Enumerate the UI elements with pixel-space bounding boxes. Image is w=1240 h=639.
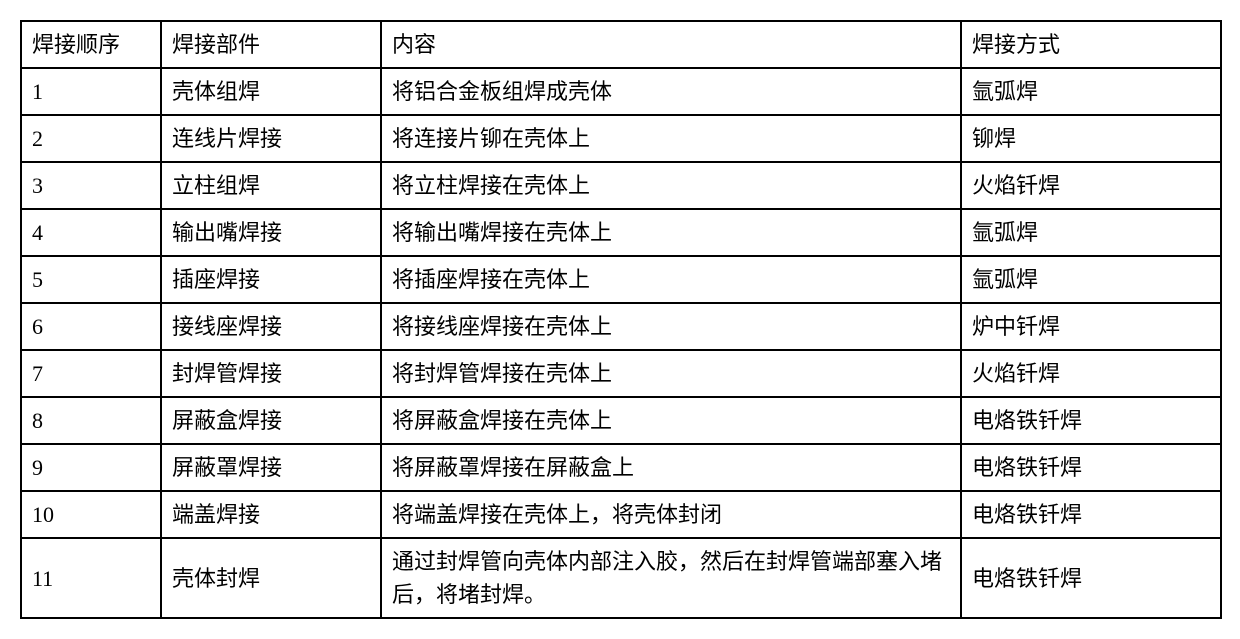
col-header-component: 焊接部件 <box>161 21 381 68</box>
cell-component: 插座焊接 <box>161 256 381 303</box>
cell-content: 将铝合金板组焊成壳体 <box>381 68 961 115</box>
col-header-content: 内容 <box>381 21 961 68</box>
cell-content: 将接线座焊接在壳体上 <box>381 303 961 350</box>
cell-content: 将立柱焊接在壳体上 <box>381 162 961 209</box>
cell-content: 通过封焊管向壳体内部注入胶，然后在封焊管端部塞入堵后，将堵封焊。 <box>381 538 961 618</box>
table-row: 4 输出嘴焊接 将输出嘴焊接在壳体上 氩弧焊 <box>21 209 1221 256</box>
table-row: 8 屏蔽盒焊接 将屏蔽盒焊接在壳体上 电烙铁钎焊 <box>21 397 1221 444</box>
cell-sequence: 7 <box>21 350 161 397</box>
cell-component: 接线座焊接 <box>161 303 381 350</box>
cell-method: 氩弧焊 <box>961 68 1221 115</box>
cell-method: 电烙铁钎焊 <box>961 397 1221 444</box>
cell-sequence: 3 <box>21 162 161 209</box>
cell-sequence: 11 <box>21 538 161 618</box>
cell-component: 壳体组焊 <box>161 68 381 115</box>
cell-component: 屏蔽罩焊接 <box>161 444 381 491</box>
table-row: 7 封焊管焊接 将封焊管焊接在壳体上 火焰钎焊 <box>21 350 1221 397</box>
col-header-sequence: 焊接顺序 <box>21 21 161 68</box>
cell-sequence: 1 <box>21 68 161 115</box>
welding-sequence-table: 焊接顺序 焊接部件 内容 焊接方式 1 壳体组焊 将铝合金板组焊成壳体 氩弧焊 … <box>20 20 1222 619</box>
cell-content: 将屏蔽罩焊接在屏蔽盒上 <box>381 444 961 491</box>
cell-component: 屏蔽盒焊接 <box>161 397 381 444</box>
cell-component: 立柱组焊 <box>161 162 381 209</box>
cell-method: 电烙铁钎焊 <box>961 538 1221 618</box>
table-row: 11 壳体封焊 通过封焊管向壳体内部注入胶，然后在封焊管端部塞入堵后，将堵封焊。… <box>21 538 1221 618</box>
cell-sequence: 9 <box>21 444 161 491</box>
cell-method: 氩弧焊 <box>961 256 1221 303</box>
cell-sequence: 10 <box>21 491 161 538</box>
cell-content: 将输出嘴焊接在壳体上 <box>381 209 961 256</box>
table-row: 5 插座焊接 将插座焊接在壳体上 氩弧焊 <box>21 256 1221 303</box>
table-row: 1 壳体组焊 将铝合金板组焊成壳体 氩弧焊 <box>21 68 1221 115</box>
cell-sequence: 8 <box>21 397 161 444</box>
cell-method: 火焰钎焊 <box>961 350 1221 397</box>
cell-component: 封焊管焊接 <box>161 350 381 397</box>
cell-content: 将连接片铆在壳体上 <box>381 115 961 162</box>
cell-component: 连线片焊接 <box>161 115 381 162</box>
cell-sequence: 4 <box>21 209 161 256</box>
cell-method: 氩弧焊 <box>961 209 1221 256</box>
cell-sequence: 5 <box>21 256 161 303</box>
cell-component: 输出嘴焊接 <box>161 209 381 256</box>
cell-method: 炉中钎焊 <box>961 303 1221 350</box>
cell-sequence: 2 <box>21 115 161 162</box>
cell-component: 壳体封焊 <box>161 538 381 618</box>
cell-method: 电烙铁钎焊 <box>961 444 1221 491</box>
table-header-row: 焊接顺序 焊接部件 内容 焊接方式 <box>21 21 1221 68</box>
cell-content: 将屏蔽盒焊接在壳体上 <box>381 397 961 444</box>
cell-method: 铆焊 <box>961 115 1221 162</box>
cell-content: 将端盖焊接在壳体上，将壳体封闭 <box>381 491 961 538</box>
cell-method: 电烙铁钎焊 <box>961 491 1221 538</box>
cell-sequence: 6 <box>21 303 161 350</box>
table-row: 10 端盖焊接 将端盖焊接在壳体上，将壳体封闭 电烙铁钎焊 <box>21 491 1221 538</box>
cell-component: 端盖焊接 <box>161 491 381 538</box>
table-row: 3 立柱组焊 将立柱焊接在壳体上 火焰钎焊 <box>21 162 1221 209</box>
table-row: 2 连线片焊接 将连接片铆在壳体上 铆焊 <box>21 115 1221 162</box>
col-header-method: 焊接方式 <box>961 21 1221 68</box>
table-row: 6 接线座焊接 将接线座焊接在壳体上 炉中钎焊 <box>21 303 1221 350</box>
cell-method: 火焰钎焊 <box>961 162 1221 209</box>
cell-content: 将插座焊接在壳体上 <box>381 256 961 303</box>
cell-content: 将封焊管焊接在壳体上 <box>381 350 961 397</box>
table-row: 9 屏蔽罩焊接 将屏蔽罩焊接在屏蔽盒上 电烙铁钎焊 <box>21 444 1221 491</box>
